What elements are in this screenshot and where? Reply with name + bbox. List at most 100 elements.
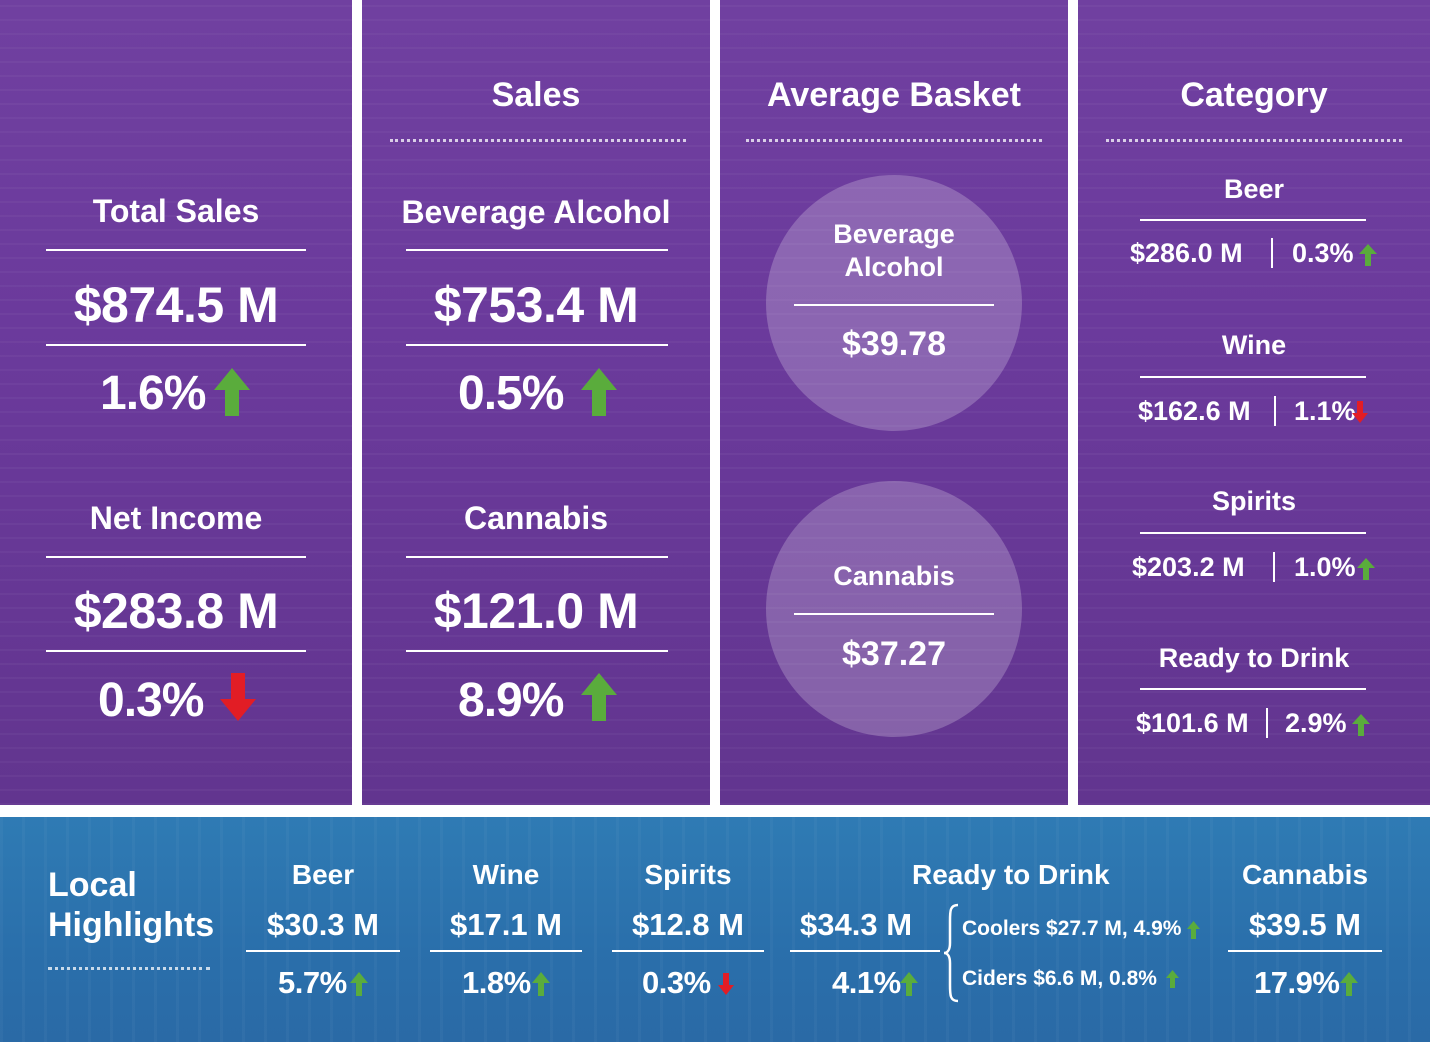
category-rtd-change: 2.9% — [1285, 708, 1347, 738]
cannabis-value: $121.0 M — [433, 583, 639, 639]
category-panel: Category Beer $286.0 M 0.3% Wine $162.6 … — [1078, 0, 1430, 805]
up-arrow-icon — [1340, 972, 1358, 996]
divider — [406, 556, 668, 558]
divider — [46, 344, 306, 346]
up-arrow-icon — [1187, 921, 1200, 939]
divider — [1140, 376, 1366, 378]
local-rtd-value: $34.3 M — [800, 907, 913, 942]
category-wine-change: 1.1% — [1294, 396, 1356, 426]
category-spirits-change: 1.0% — [1294, 552, 1356, 582]
category-wine-name: Wine — [1221, 330, 1287, 360]
local-wine-name: Wine — [472, 859, 540, 890]
separator — [1274, 396, 1276, 426]
category-beer-value: $286.0 M — [1130, 238, 1243, 268]
local-highlights-strip: Local Highlights Beer $30.3 M 5.7% Wine … — [0, 817, 1430, 1042]
up-arrow-icon — [1166, 970, 1179, 988]
dotted-divider — [48, 967, 210, 970]
divider — [794, 613, 994, 615]
local-cannabis-name: Cannabis — [1241, 859, 1369, 890]
beverage-alcohol-basket-circle: Beverage Alcohol $39.78 — [766, 175, 1022, 431]
divider — [406, 249, 668, 251]
category-spirits-name: Spirits — [1211, 486, 1297, 516]
category-rtd-value: $101.6 M — [1136, 708, 1249, 738]
local-cannabis-value: $39.5 M — [1248, 907, 1361, 942]
up-arrow-icon — [1357, 558, 1375, 580]
local-wine-change: 1.8% — [462, 965, 531, 1000]
local-beer-change: 5.7% — [278, 965, 347, 1000]
beverage-alcohol-label: Beverage Alcohol — [401, 194, 671, 230]
up-arrow-icon — [532, 972, 550, 996]
beverage-alcohol-value: $753.4 M — [433, 277, 639, 333]
category-beer-name: Beer — [1223, 174, 1285, 204]
local-coolers-text: Coolers $27.7 M, 4.9% — [962, 917, 1182, 940]
divider — [794, 304, 994, 306]
curly-brace-icon — [943, 903, 959, 1003]
local-ciders-text: Ciders $6.6 M, 0.8% — [962, 967, 1157, 990]
category-rtd-name: Ready to Drink — [1158, 643, 1350, 673]
average-basket-panel: Average Basket Beverage Alcohol $39.78 C… — [720, 0, 1068, 805]
category-spirits-value: $203.2 M — [1132, 552, 1245, 582]
down-arrow-icon — [1352, 401, 1368, 423]
local-rtd-change: 4.1% — [832, 965, 901, 1000]
cannabis-basket-circle: Cannabis $37.27 — [766, 481, 1022, 737]
divider — [406, 650, 668, 652]
total-sales-change: 1.6% — [100, 367, 206, 420]
separator — [1273, 552, 1275, 582]
divider — [46, 650, 306, 652]
up-arrow-icon — [581, 368, 617, 416]
down-arrow-icon — [220, 673, 256, 721]
total-sales-panel: Total Sales $874.5 M 1.6% Net Income $28… — [0, 0, 352, 805]
sales-panel: Sales Beverage Alcohol $753.4 M 0.5% Can… — [362, 0, 710, 805]
cannabis-basket-value: $37.27 — [842, 635, 946, 673]
cannabis-basket-label: Cannabis — [833, 561, 955, 591]
net-income-value: $283.8 M — [73, 583, 279, 639]
divider — [430, 950, 582, 952]
dotted-divider — [390, 139, 686, 142]
local-beer-value: $30.3 M — [266, 907, 379, 942]
beverage-alcohol-basket-label-line1: Beverage — [833, 219, 955, 249]
local-spirits-value: $12.8 M — [631, 907, 744, 942]
total-sales-value: $874.5 M — [73, 277, 279, 333]
divider — [1140, 219, 1366, 221]
down-arrow-icon — [718, 973, 734, 995]
divider — [1140, 688, 1366, 690]
up-arrow-icon — [581, 673, 617, 721]
separator — [1271, 238, 1273, 268]
divider — [46, 249, 306, 251]
beverage-alcohol-basket-label-line2: Alcohol — [844, 252, 944, 282]
local-highlights-title-line2: Highlights — [48, 906, 215, 944]
sales-heading: Sales — [491, 76, 581, 114]
divider — [246, 950, 400, 952]
divider — [612, 950, 764, 952]
up-arrow-icon — [214, 368, 250, 416]
cannabis-label: Cannabis — [463, 500, 609, 536]
divider — [1228, 950, 1382, 952]
divider — [406, 344, 668, 346]
separator — [1266, 708, 1268, 738]
total-sales-label: Total Sales — [92, 193, 260, 229]
local-beer-name: Beer — [291, 859, 355, 890]
dotted-divider — [746, 139, 1042, 142]
category-beer-change: 0.3% — [1292, 238, 1354, 268]
up-arrow-icon — [1352, 714, 1370, 736]
net-income-change: 0.3% — [98, 674, 204, 727]
divider — [1140, 532, 1366, 534]
local-spirits-name: Spirits — [644, 859, 732, 890]
up-arrow-icon — [900, 972, 918, 996]
beverage-alcohol-basket-value: $39.78 — [842, 325, 946, 363]
local-cannabis-change: 17.9% — [1254, 965, 1340, 1000]
net-income-label: Net Income — [89, 500, 263, 536]
category-wine-value: $162.6 M — [1138, 396, 1251, 426]
up-arrow-icon — [1359, 244, 1377, 266]
local-rtd-name: Ready to Drink — [912, 859, 1110, 890]
up-arrow-icon — [350, 972, 368, 996]
divider — [790, 950, 940, 952]
average-basket-heading: Average Basket — [767, 76, 1021, 114]
category-heading: Category — [1180, 76, 1328, 114]
local-highlights-title-line1: Local — [48, 866, 137, 904]
local-wine-value: $17.1 M — [449, 907, 562, 942]
cannabis-change: 8.9% — [458, 674, 564, 727]
beverage-alcohol-change: 0.5% — [458, 367, 564, 420]
dotted-divider — [1106, 139, 1402, 142]
divider — [46, 556, 306, 558]
